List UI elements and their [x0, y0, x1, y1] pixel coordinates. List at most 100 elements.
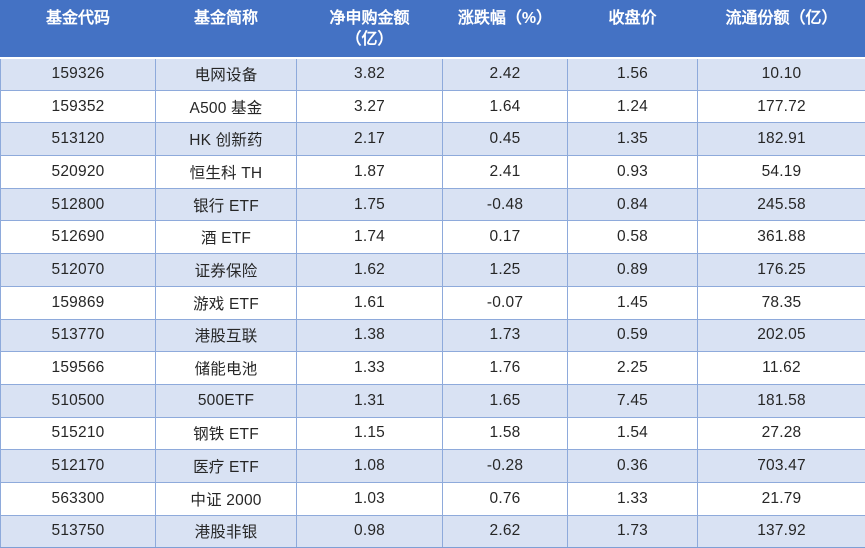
fund-table-header: 基金代码 基金简称 净申购金额 （亿） 涨跌幅（%） 收盘价: [0, 0, 865, 59]
table-row: 159869 游戏 ETF 1.61 -0.07 1.45 78.35: [0, 285, 865, 320]
change-pct-cell: 2.42: [442, 57, 568, 91]
fund-code-cell: 513750: [0, 514, 156, 548]
close-price-cell: 1.56: [567, 57, 698, 91]
col-header-net-subscription: 净申购金额 （亿）: [296, 0, 443, 59]
fund-table-body: 159326 电网设备 3.82 2.42 1.56 10.10 159352 A500 基金…: [0, 57, 865, 548]
net-subscription-cell: 1.87: [296, 155, 443, 189]
net-subscription-cell: 3.27: [296, 89, 443, 124]
col-header-change-pct: 涨跌幅（%）: [442, 0, 568, 59]
net-subscription-cell: 1.08: [296, 449, 443, 483]
change-pct-cell: 1.25: [442, 253, 568, 287]
table-row: 512170 医疗 ETF 1.08 -0.28 0.36 703.47: [0, 449, 865, 483]
col-header-label: 净申购金额: [329, 10, 410, 27]
change-pct-cell: 1.64: [442, 89, 568, 124]
fund-code-cell: 512170: [0, 449, 156, 483]
change-pct-cell: -0.28: [442, 449, 568, 483]
change-pct-cell: 2.62: [442, 514, 568, 548]
change-pct-cell: -0.07: [442, 285, 568, 320]
change-pct-cell: -0.48: [442, 187, 568, 222]
net-subscription-cell: 1.33: [296, 351, 443, 385]
float-shares-cell: 54.19: [697, 155, 865, 189]
table-row: 513120 HK 创新药 2.17 0.45 1.35 182.91: [0, 122, 865, 157]
table-row: 512800 银行 ETF 1.75 -0.48 0.84 245.58: [0, 187, 865, 222]
table-row: 563300 中证 2000 1.03 0.76 1.33 21.79: [0, 481, 865, 516]
fund-name-cell: 医疗 ETF: [155, 449, 297, 483]
table-row: 515210 钢铁 ETF 1.15 1.58 1.54 27.28: [0, 416, 865, 451]
fund-name-cell: 酒 ETF: [155, 220, 297, 255]
table-row: 159566 储能电池 1.33 1.76 2.25 11.62: [0, 351, 865, 385]
close-price-cell: 1.33: [567, 481, 698, 516]
close-price-cell: 1.45: [567, 285, 698, 320]
net-subscription-cell: 1.38: [296, 318, 443, 353]
close-price-cell: 0.36: [567, 449, 698, 483]
float-shares-cell: 21.79: [697, 481, 865, 516]
close-price-cell: 1.24: [567, 89, 698, 124]
fund-code-cell: 515210: [0, 416, 156, 451]
table-row: 513770 港股互联 1.38 1.73 0.59 202.05: [0, 318, 865, 353]
close-price-cell: 2.25: [567, 351, 698, 385]
close-price-cell: 0.59: [567, 318, 698, 353]
close-price-cell: 0.84: [567, 187, 698, 222]
float-shares-cell: 202.05: [697, 318, 865, 353]
table-row: 159352 A500 基金 3.27 1.64 1.24 177.72: [0, 89, 865, 124]
net-subscription-cell: 1.31: [296, 383, 443, 418]
fund-code-cell: 159352: [0, 89, 156, 124]
col-header-close-price: 收盘价: [567, 0, 698, 59]
close-price-cell: 7.45: [567, 383, 698, 418]
net-subscription-cell: 2.17: [296, 122, 443, 157]
table-row: 512070 证券保险 1.62 1.25 0.89 176.25: [0, 253, 865, 287]
col-header-label: 收盘价: [608, 10, 657, 27]
fund-name-cell: 电网设备: [155, 57, 297, 91]
change-pct-cell: 0.76: [442, 481, 568, 516]
fund-code-cell: 512800: [0, 187, 156, 222]
table-row: 520920 恒生科 TH 1.87 2.41 0.93 54.19: [0, 155, 865, 189]
net-subscription-cell: 1.03: [296, 481, 443, 516]
fund-name-cell: 500ETF: [155, 383, 297, 418]
float-shares-cell: 176.25: [697, 253, 865, 287]
float-shares-cell: 78.35: [697, 285, 865, 320]
close-price-cell: 1.73: [567, 514, 698, 548]
col-header-label: 基金简称: [193, 10, 258, 27]
fund-code-cell: 512070: [0, 253, 156, 287]
float-shares-cell: 177.72: [697, 89, 865, 124]
col-header-label: 流通份额（亿）: [725, 10, 838, 27]
fund-name-cell: 银行 ETF: [155, 187, 297, 222]
float-shares-cell: 27.28: [697, 416, 865, 451]
fund-name-cell: 储能电池: [155, 351, 297, 385]
table-row: 159326 电网设备 3.82 2.42 1.56 10.10: [0, 57, 865, 91]
fund-code-cell: 563300: [0, 481, 156, 516]
fund-code-cell: 159869: [0, 285, 156, 320]
net-subscription-cell: 1.62: [296, 253, 443, 287]
fund-name-cell: 证券保险: [155, 253, 297, 287]
close-price-cell: 1.35: [567, 122, 698, 157]
change-pct-cell: 1.58: [442, 416, 568, 451]
fund-name-cell: HK 创新药: [155, 122, 297, 157]
net-subscription-cell: 1.15: [296, 416, 443, 451]
col-header-fund-name: 基金简称: [155, 0, 297, 59]
float-shares-cell: 703.47: [697, 449, 865, 483]
fund-code-cell: 513120: [0, 122, 156, 157]
float-shares-cell: 245.58: [697, 187, 865, 222]
change-pct-cell: 0.45: [442, 122, 568, 157]
fund-code-cell: 510500: [0, 383, 156, 418]
net-subscription-cell: 1.74: [296, 220, 443, 255]
fund-code-cell: 159566: [0, 351, 156, 385]
table-row: 513750 港股非银 0.98 2.62 1.73 137.92: [0, 514, 865, 548]
col-header-fund-code: 基金代码: [0, 0, 156, 59]
fund-code-cell: 513770: [0, 318, 156, 353]
fund-name-cell: 钢铁 ETF: [155, 416, 297, 451]
change-pct-cell: 2.41: [442, 155, 568, 189]
float-shares-cell: 137.92: [697, 514, 865, 548]
float-shares-cell: 11.62: [697, 351, 865, 385]
fund-code-cell: 512690: [0, 220, 156, 255]
close-price-cell: 0.89: [567, 253, 698, 287]
net-subscription-cell: 1.75: [296, 187, 443, 222]
net-subscription-cell: 1.61: [296, 285, 443, 320]
net-subscription-cell: 3.82: [296, 57, 443, 91]
col-header-sublabel: （亿）: [345, 31, 394, 48]
fund-name-cell: 恒生科 TH: [155, 155, 297, 189]
fund-code-cell: 159326: [0, 57, 156, 91]
table-row: 512690 酒 ETF 1.74 0.17 0.58 361.88: [0, 220, 865, 255]
